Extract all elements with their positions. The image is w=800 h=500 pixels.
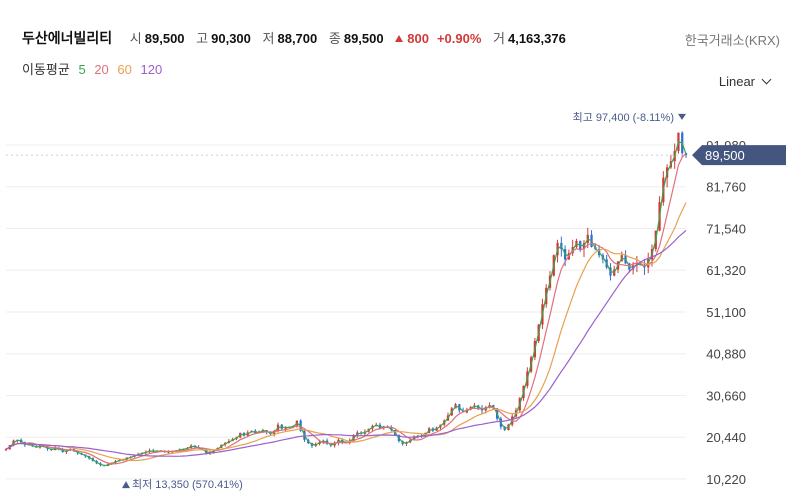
change-value: 800 xyxy=(407,31,429,46)
y-tick-label: 10,220 xyxy=(706,472,746,487)
y-tick-label: 81,760 xyxy=(706,180,746,195)
candle-body xyxy=(4,449,8,451)
ma-20-line xyxy=(5,152,687,465)
high-value: 90,300 xyxy=(211,31,251,46)
open-value: 89,500 xyxy=(144,31,185,46)
close-label: 종 xyxy=(328,31,341,46)
chart-header: 두산에너빌리티 시 89,500 고 90,300 저 88,700 종 89,500 … xyxy=(0,0,800,100)
min-marker-icon xyxy=(122,481,130,489)
ma-120-legend[interactable]: 120 xyxy=(140,62,163,77)
low-value: 88,700 xyxy=(277,31,318,46)
ma-label: 이동평균 xyxy=(22,62,70,77)
volume-value: 4,163,376 xyxy=(507,31,566,46)
stock-name: 두산에너빌리티 xyxy=(22,30,113,46)
y-tick-label: 51,100 xyxy=(706,305,746,320)
scale-dropdown[interactable]: Linear xyxy=(718,74,772,89)
current-price-tag xyxy=(692,145,786,166)
ma-5-legend[interactable]: 5 xyxy=(78,62,86,77)
ma-20-legend[interactable]: 20 xyxy=(94,62,109,77)
current-price-label: 89,500 xyxy=(705,148,745,163)
change-percent: +0.90% xyxy=(436,31,482,46)
moving-average-legend[interactable]: 이동평균 5 20 60 120 xyxy=(22,59,167,78)
close-value: 89,500 xyxy=(343,31,384,46)
y-tick-label: 30,660 xyxy=(706,388,746,403)
volume-label: 거 xyxy=(493,31,505,46)
ma-60-line xyxy=(5,202,687,462)
y-tick-label: 20,440 xyxy=(706,430,746,445)
max-marker-icon xyxy=(678,113,686,120)
y-tick-label: 61,320 xyxy=(706,263,746,278)
ma-60-legend[interactable]: 60 xyxy=(117,62,132,77)
scale-value: Linear xyxy=(718,74,755,89)
low-label: 저 xyxy=(262,31,275,46)
high-label: 고 xyxy=(196,31,209,46)
up-triangle-icon xyxy=(395,35,404,42)
ma-120-line xyxy=(5,229,687,457)
min-price-annotation: 최저 13,350 (570.41%) xyxy=(132,478,243,491)
y-tick-label: 40,880 xyxy=(706,347,746,362)
exchange-label: 한국거래소(KRX) xyxy=(684,33,780,48)
ma-5-line xyxy=(5,141,687,467)
open-label: 시 xyxy=(129,31,142,46)
quote-summary: 두산에너빌리티 시 89,500 고 90,300 저 88,700 종 89,500 … xyxy=(22,28,574,48)
max-price-annotation: 최고 97,400 (-8.11%) xyxy=(573,111,674,124)
y-tick-label: 71,540 xyxy=(706,221,746,236)
